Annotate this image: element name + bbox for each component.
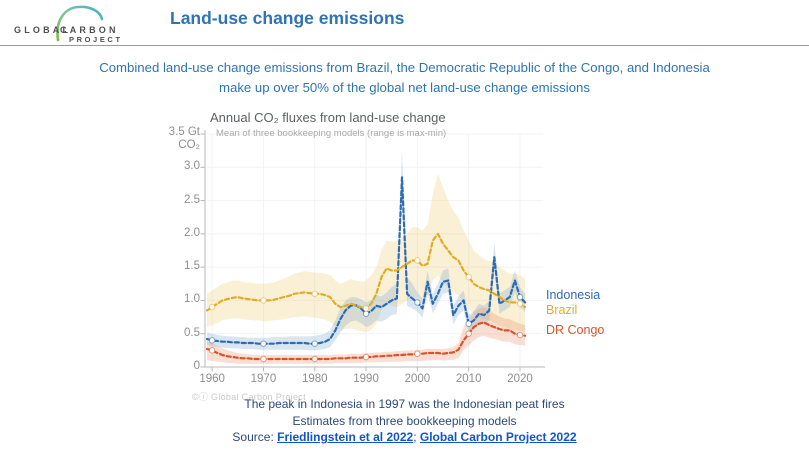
x-tick-label-1980: 1980 <box>301 373 328 385</box>
y-tick-label-0.5: 0.5 <box>184 326 200 339</box>
gcp-logo-arc-icon <box>56 5 104 42</box>
source-separator: ; <box>413 430 420 444</box>
marker-dr-congo-1980 <box>311 355 318 363</box>
marker-indonesia-2000 <box>414 299 421 306</box>
marker-brazil-1990 <box>362 305 370 312</box>
x-tick-label-2020: 2020 <box>507 373 533 385</box>
marker-indonesia-1990 <box>362 310 370 317</box>
y-axis-unit-line2: CO₂ <box>178 139 200 151</box>
marker-dr-congo-2000 <box>414 350 421 357</box>
band-brazil <box>207 173 526 333</box>
x-tick-label-2000: 2000 <box>404 373 431 385</box>
y-axis-unit-label: 3.5 Gt CO₂ <box>146 126 200 152</box>
y-tick-label-2.0: 2.0 <box>184 226 200 239</box>
header-divider <box>0 45 809 46</box>
x-tick-label-1990: 1990 <box>353 373 379 385</box>
chart-watermark: ©ⓘ Global Carbon Project <box>192 392 306 402</box>
marker-indonesia-1970 <box>260 340 267 347</box>
marker-brazil-1980 <box>311 290 318 297</box>
marker-brazil-1970 <box>260 297 267 304</box>
marker-indonesia-1980 <box>311 340 318 347</box>
intro-text: Combined land-use change emissions from … <box>0 58 809 98</box>
marker-brazil-2000 <box>414 257 421 264</box>
logo-word-project: PROJECT <box>69 35 123 44</box>
chart-title: Annual CO₂ fluxes from land-use change <box>210 110 446 125</box>
x-tick-label-2010: 2010 <box>455 373 482 385</box>
legend-indonesia: Indonesia <box>546 288 601 302</box>
intro-line-2: make up over 50% of the global net land-… <box>219 80 590 95</box>
footer-note-2: Estimates from three bookkeeping models <box>292 413 517 428</box>
page-title: Land-use change emissions <box>170 8 405 28</box>
y-tick-label-3.0: 3.0 <box>184 160 200 173</box>
marker-brazil-2020 <box>516 300 524 307</box>
logo-word-global: GLOBAL <box>14 25 72 35</box>
marker-indonesia-2020 <box>516 293 524 301</box>
footer-note-1: The peak in Indonesia in 1997 was the In… <box>244 397 565 411</box>
x-tick-label-1970: 1970 <box>250 373 277 385</box>
y-tick-label-0: 0 <box>193 360 200 372</box>
marker-indonesia-1960 <box>208 337 216 344</box>
marker-brazil-1960 <box>208 303 216 311</box>
logo-word-carbon: CARBON <box>60 25 119 35</box>
y-tick-label-1.0: 1.0 <box>184 293 200 306</box>
x-tick-label-1960: 1960 <box>199 373 225 385</box>
marker-dr-congo-1960 <box>208 347 216 354</box>
chart-subtitle: Mean of three bookkeeping models (range … <box>216 128 447 139</box>
footer-source-line: Source: Friedlingstein et al 2022; Globa… <box>0 429 809 446</box>
marker-dr-congo-1970 <box>260 355 267 363</box>
legend-dr-congo: DR Congo <box>546 323 605 337</box>
marker-dr-congo-2010 <box>465 330 472 337</box>
marker-dr-congo-1990 <box>362 353 370 361</box>
legend-brazil: Brazil <box>546 303 578 317</box>
link-gcp-2022[interactable]: Global Carbon Project 2022 <box>419 430 577 444</box>
link-friedlingstein-2022[interactable]: Friedlingstein et al 2022 <box>277 430 414 444</box>
intro-line-1: Combined land-use change emissions from … <box>99 60 710 75</box>
y-tick-label-1.5: 1.5 <box>184 260 200 273</box>
y-axis-unit-line1: 3.5 Gt <box>168 126 200 138</box>
source-prefix: Source: <box>232 430 278 444</box>
band-dr-congo <box>207 307 526 364</box>
marker-dr-congo-2020 <box>516 331 524 339</box>
footer: The peak in Indonesia in 1997 was the In… <box>0 396 809 446</box>
y-tick-label-2.5: 2.5 <box>184 193 200 206</box>
marker-indonesia-2010 <box>465 320 472 327</box>
gcp-logo: GLOBAL CARBON PROJECT <box>12 4 147 44</box>
marker-brazil-2010 <box>465 273 472 281</box>
